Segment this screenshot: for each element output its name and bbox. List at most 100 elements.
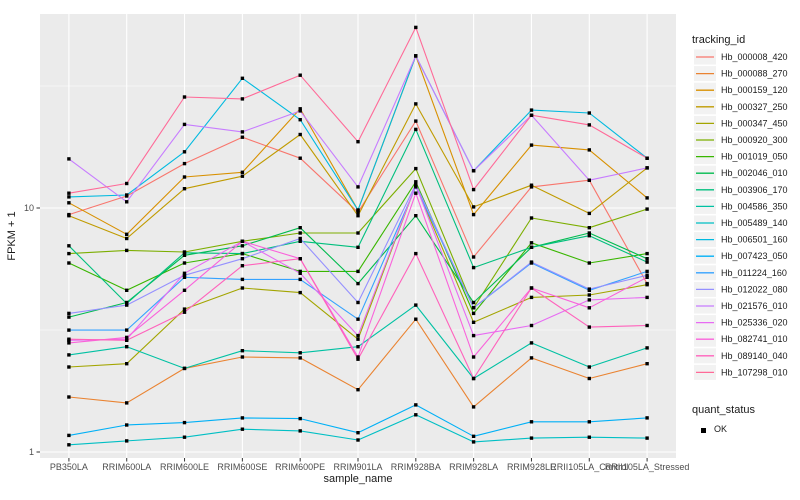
y-tick-label: 10	[24, 203, 34, 213]
legend-item-label: Hb_082741_010	[721, 334, 788, 344]
data-point	[356, 333, 360, 338]
data-point	[356, 210, 360, 214]
data-point	[529, 183, 534, 187]
data-point	[125, 423, 129, 427]
data-point	[298, 156, 302, 160]
data-point	[298, 118, 302, 122]
legend-item-label: Hb_012022_080	[721, 284, 788, 294]
x-tick-label: RRIM928LE	[507, 462, 556, 472]
data-point	[125, 303, 129, 307]
data-point	[182, 271, 187, 275]
data-point	[471, 300, 476, 305]
data-point	[529, 143, 534, 147]
x-tick-label: RRII105LA_Control	[550, 462, 628, 472]
data-point	[125, 200, 129, 204]
data-point	[471, 169, 476, 173]
data-point	[125, 193, 129, 197]
data-point	[240, 97, 245, 101]
data-point	[529, 323, 534, 328]
data-point	[67, 443, 71, 447]
data-point	[587, 231, 591, 235]
data-point	[587, 234, 591, 238]
data-point	[182, 95, 187, 99]
data-point	[414, 214, 418, 218]
data-point	[182, 261, 187, 265]
data-point	[414, 191, 418, 195]
x-tick-label: RRIM600SE	[217, 462, 267, 472]
x-tick-label: RRIM600LA	[102, 462, 151, 472]
data-point	[529, 216, 534, 220]
data-point	[67, 311, 71, 316]
legend-title: tracking_id	[692, 34, 746, 46]
data-point	[471, 355, 476, 359]
data-point	[67, 195, 71, 199]
data-point	[471, 376, 476, 381]
data-point	[298, 257, 302, 261]
data-point	[645, 251, 649, 256]
data-point	[356, 388, 360, 392]
legend-item-label: Hb_000327_250	[721, 102, 788, 112]
data-point	[645, 283, 649, 287]
x-tick-label: RRIM600PE	[275, 462, 325, 472]
data-point	[67, 261, 71, 265]
data-point	[125, 338, 129, 342]
legend-item-label: Hb_107298_010	[721, 367, 788, 377]
data-point	[125, 335, 129, 340]
data-point	[587, 306, 591, 310]
data-point	[471, 255, 476, 259]
legend-item-label: Hb_006501_160	[721, 235, 788, 245]
data-point	[67, 337, 71, 341]
y-axis-title: FPKM + 1	[6, 211, 18, 261]
data-point	[125, 236, 129, 241]
data-point	[587, 298, 591, 302]
data-point	[67, 341, 71, 345]
data-point	[356, 208, 360, 212]
data-point	[645, 260, 649, 264]
x-tick-label: RRIM928BA	[391, 462, 441, 472]
data-point	[471, 311, 476, 316]
data-point	[471, 333, 476, 338]
data-point	[471, 440, 476, 444]
data-point	[471, 306, 476, 310]
data-point	[356, 300, 360, 305]
data-point	[587, 376, 591, 381]
legend-item-label: Hb_000088_270	[721, 69, 788, 79]
data-point	[125, 181, 129, 186]
data-point	[67, 251, 71, 256]
data-point	[125, 345, 129, 349]
data-point	[645, 269, 649, 274]
data-point	[67, 315, 71, 319]
data-point	[414, 251, 418, 256]
data-point	[645, 436, 649, 440]
data-point	[356, 355, 360, 359]
data-point	[67, 433, 71, 438]
data-point	[240, 251, 245, 256]
data-point	[471, 320, 476, 324]
data-point	[240, 264, 245, 268]
data-point	[67, 201, 71, 205]
data-point	[645, 295, 649, 300]
data-point	[298, 277, 302, 282]
data-point	[67, 191, 71, 195]
data-point	[587, 435, 591, 439]
data-point	[67, 353, 71, 357]
data-point	[645, 362, 649, 366]
data-point	[529, 113, 534, 117]
ok-point-marker-icon	[701, 428, 706, 433]
data-point	[182, 187, 187, 191]
data-point	[471, 405, 476, 409]
legend-item-label: Hb_004586_350	[721, 201, 788, 211]
data-point	[529, 420, 534, 424]
legend-item-label: Hb_000008_420	[721, 52, 788, 62]
data-point	[414, 403, 418, 407]
data-point	[471, 212, 476, 217]
data-point	[356, 140, 360, 144]
data-point	[414, 183, 418, 187]
data-point	[356, 214, 360, 218]
data-point	[182, 275, 187, 279]
data-point	[356, 438, 360, 442]
data-point	[240, 257, 245, 261]
legend-item-label: Hb_007423_050	[721, 251, 788, 261]
data-point	[298, 239, 302, 243]
data-point	[471, 434, 476, 438]
